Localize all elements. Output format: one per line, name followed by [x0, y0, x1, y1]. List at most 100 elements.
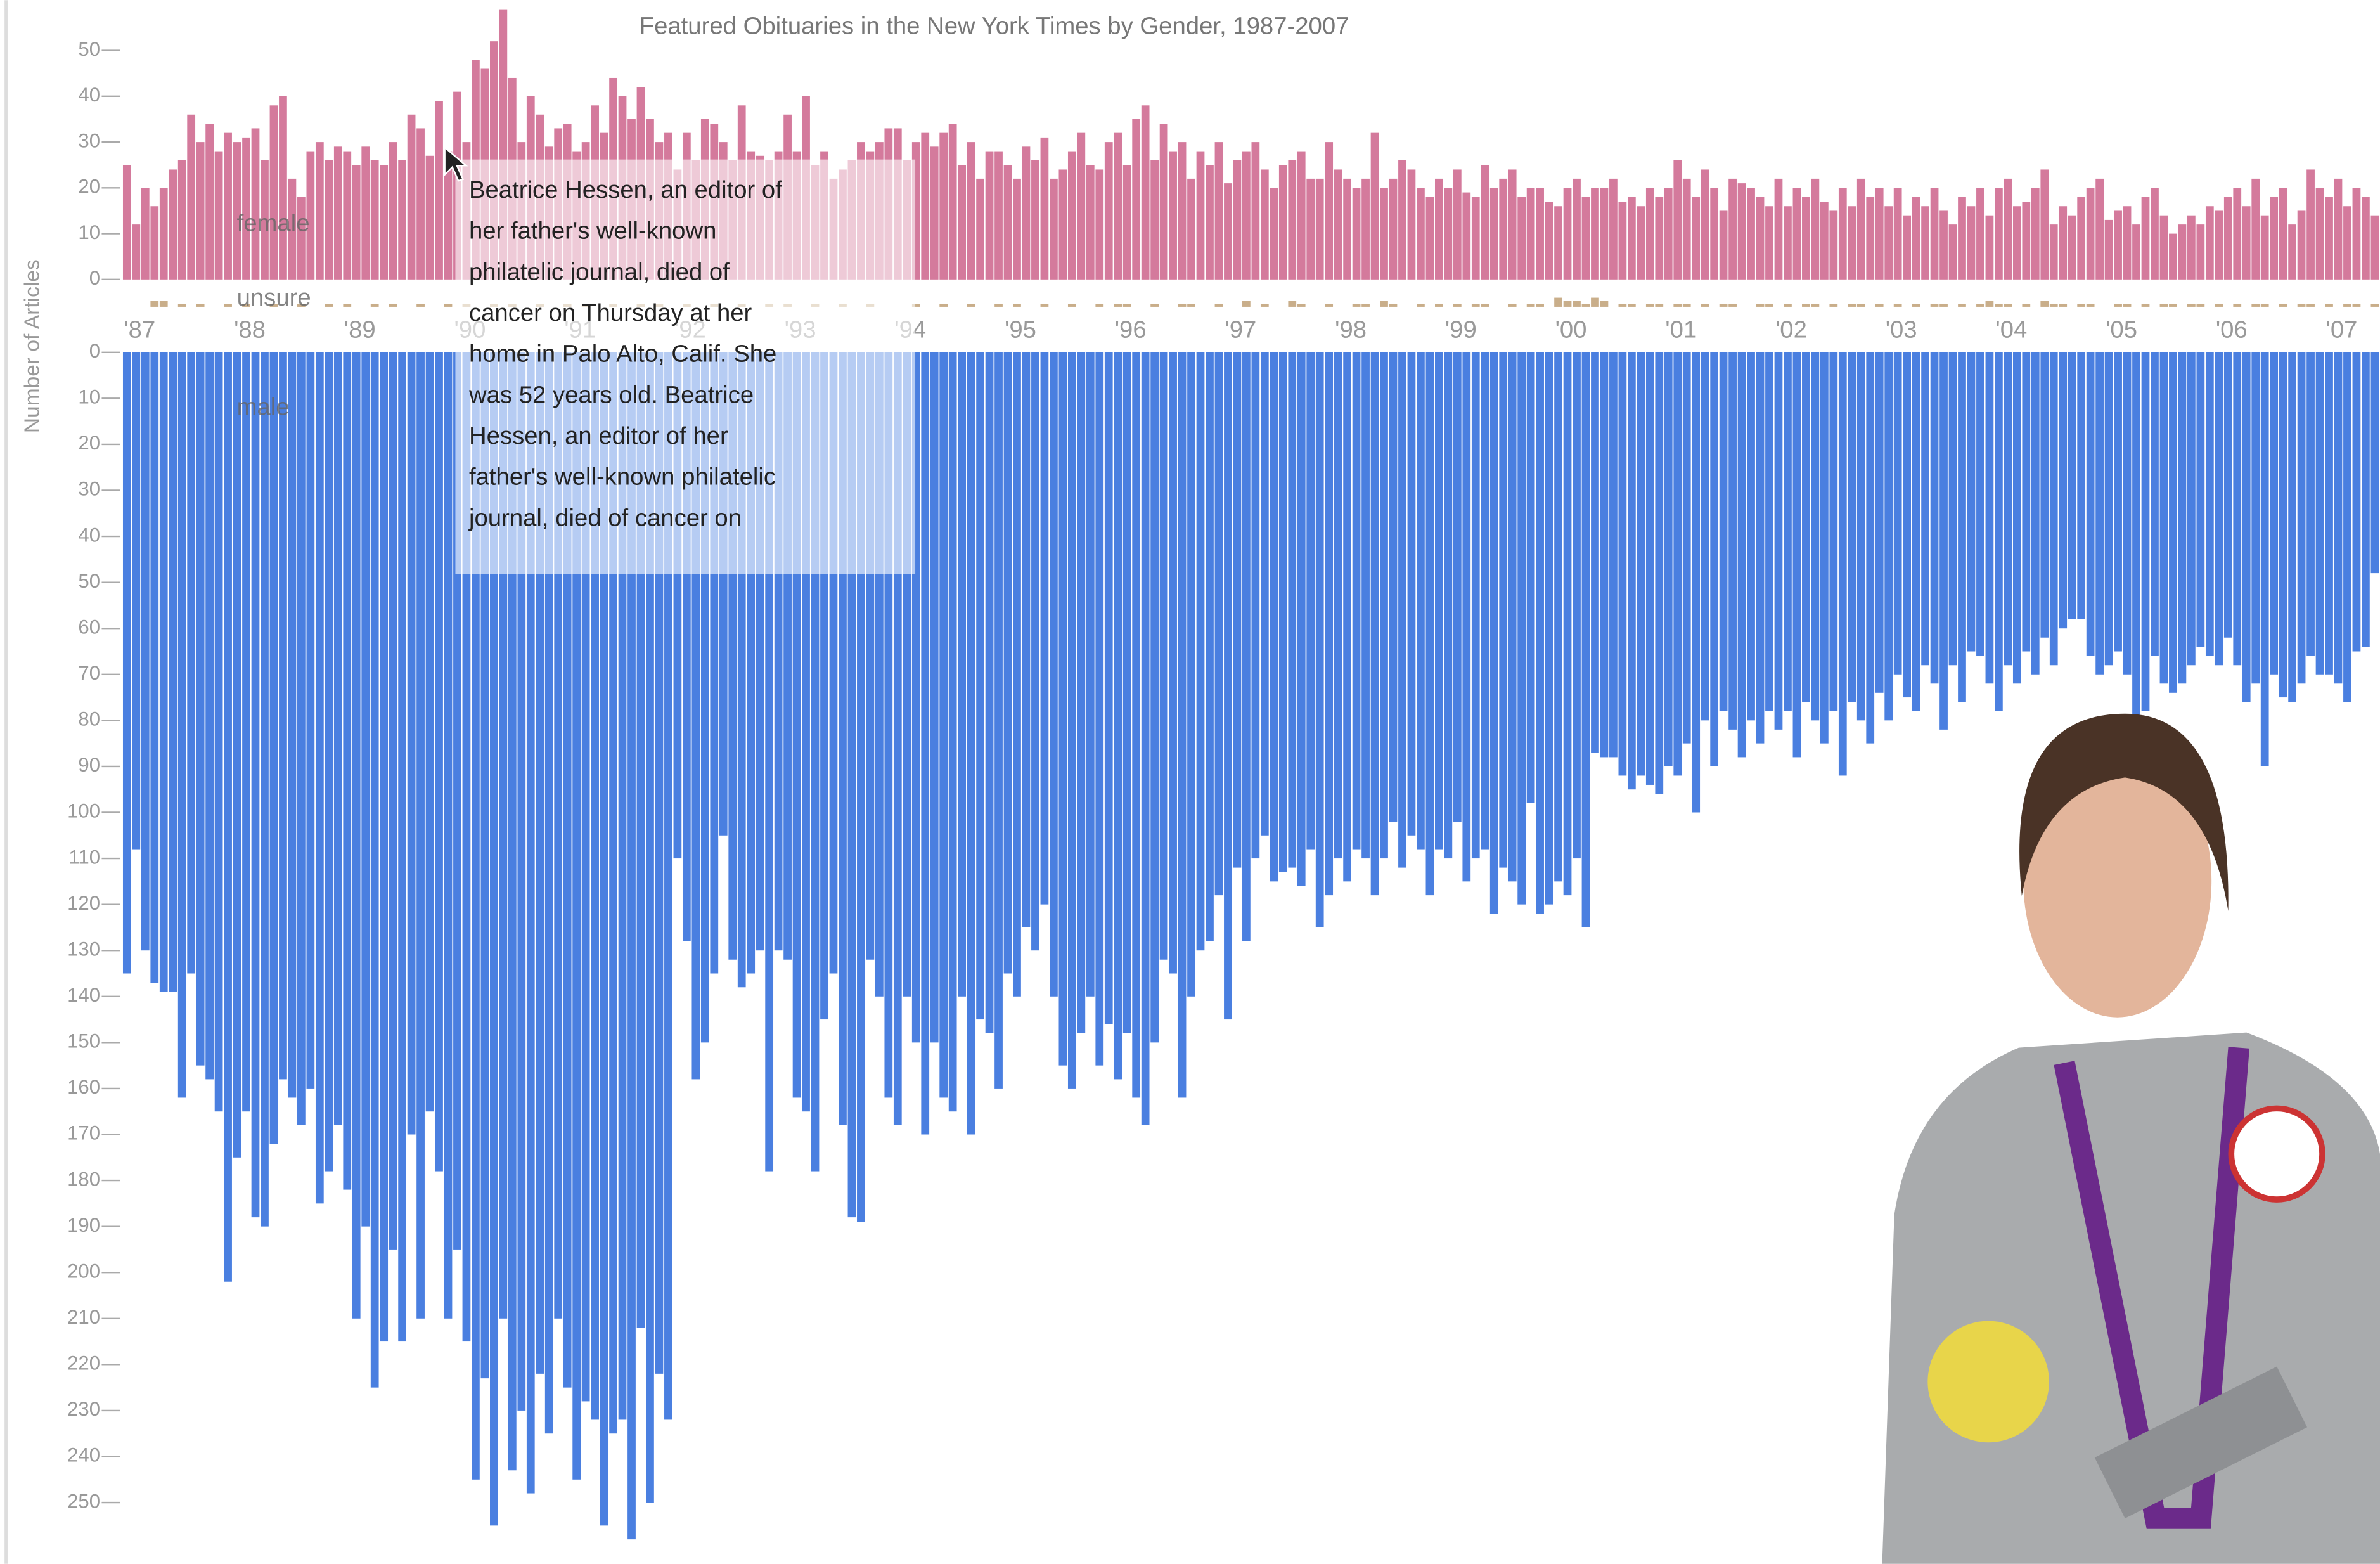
- bar: [1728, 304, 1737, 307]
- bar: [2334, 178, 2343, 280]
- bar: [389, 142, 397, 280]
- bar: [288, 178, 297, 280]
- bar: [1196, 352, 1205, 951]
- y-tick-label: 30: [78, 478, 100, 500]
- bar: [2260, 215, 2269, 280]
- bar: [1398, 352, 1406, 868]
- bar: [1214, 142, 1223, 280]
- bar: [380, 352, 389, 1342]
- bar: [1912, 304, 1920, 307]
- bar: [1508, 304, 1517, 307]
- bar: [1930, 304, 1939, 307]
- bar: [261, 352, 269, 1227]
- bar: [1526, 188, 1535, 280]
- bar: [1856, 304, 1865, 307]
- bar: [2205, 352, 2214, 656]
- bar: [444, 151, 453, 280]
- bar: [1040, 137, 1049, 280]
- bar: [1526, 352, 1535, 803]
- bar: [159, 188, 168, 280]
- bar: [1114, 132, 1122, 280]
- bar: [1067, 151, 1076, 280]
- bar: [2325, 197, 2333, 280]
- bar: [1132, 119, 1141, 280]
- photo-badge: [2228, 1105, 2325, 1203]
- bar: [1297, 304, 1306, 307]
- tooltip-box: [455, 159, 916, 574]
- bar: [1086, 352, 1095, 997]
- y-tick-label: 190: [67, 1214, 100, 1236]
- bar: [1435, 352, 1443, 850]
- y-tick-label: 240: [67, 1444, 100, 1466]
- bar: [1627, 304, 1636, 307]
- bar: [196, 142, 205, 280]
- bar: [2297, 352, 2306, 684]
- bar: [435, 352, 443, 1172]
- bar: [1912, 352, 1920, 711]
- x-tick-label: '87: [124, 316, 155, 343]
- bar: [1884, 206, 1893, 280]
- bar: [2196, 352, 2205, 647]
- series-label: unsure: [237, 284, 311, 311]
- bar: [1260, 352, 1269, 836]
- bar: [1600, 301, 1609, 307]
- bar: [1058, 352, 1067, 1066]
- photo-hair: [2019, 713, 2229, 912]
- bar: [1361, 178, 1370, 280]
- bar: [2012, 206, 2021, 280]
- y-tick-label: 220: [67, 1352, 100, 1374]
- bar: [2223, 197, 2232, 280]
- bar: [2215, 210, 2223, 280]
- bar: [370, 352, 379, 1388]
- y-tick-label: 200: [67, 1260, 100, 1282]
- bar: [1893, 352, 1902, 675]
- bar: [1178, 352, 1187, 1098]
- bar: [425, 155, 434, 280]
- bar: [1728, 352, 1737, 730]
- bar: [398, 352, 406, 1342]
- bar: [1242, 301, 1251, 307]
- bar: [1058, 169, 1067, 280]
- bar: [958, 352, 967, 997]
- bar: [1141, 352, 1150, 1125]
- bar: [544, 352, 553, 1434]
- bar: [177, 304, 186, 307]
- x-tick-label: '95: [1005, 316, 1036, 343]
- bar: [1508, 169, 1517, 280]
- bar: [1489, 352, 1498, 914]
- bar: [333, 352, 342, 1125]
- bar: [2233, 188, 2242, 280]
- bar: [1178, 304, 1187, 307]
- bar: [1508, 352, 1517, 882]
- x-tick-label: '97: [1225, 316, 1256, 343]
- bar: [1370, 352, 1379, 896]
- bar: [1278, 352, 1287, 872]
- bar: [2068, 352, 2076, 619]
- bar: [269, 304, 278, 307]
- bar: [2169, 352, 2177, 693]
- bar: [2352, 188, 2361, 280]
- bar: [1875, 304, 1884, 307]
- tooltip-line: her father's well-known: [469, 217, 716, 245]
- bar: [1481, 352, 1489, 850]
- bar: [1930, 352, 1939, 684]
- bar: [1417, 352, 1425, 850]
- bar: [1435, 304, 1443, 307]
- bar: [1591, 352, 1599, 753]
- tooltip-line: was 52 years old. Beatrice: [468, 381, 754, 408]
- bar: [196, 352, 205, 1066]
- bar: [1214, 304, 1223, 307]
- bar: [1334, 169, 1342, 280]
- bar: [2086, 304, 2095, 307]
- bar: [2004, 304, 2012, 307]
- bar: [526, 352, 535, 1494]
- bar: [2151, 188, 2159, 280]
- bar: [1655, 304, 1664, 307]
- y-tick-label: 70: [78, 662, 100, 684]
- bar: [1903, 352, 1912, 698]
- bar: [1352, 188, 1361, 280]
- bar: [1260, 304, 1269, 307]
- bar: [1811, 178, 1820, 280]
- bar: [1637, 352, 1645, 776]
- y-tick-label: 50: [78, 38, 100, 60]
